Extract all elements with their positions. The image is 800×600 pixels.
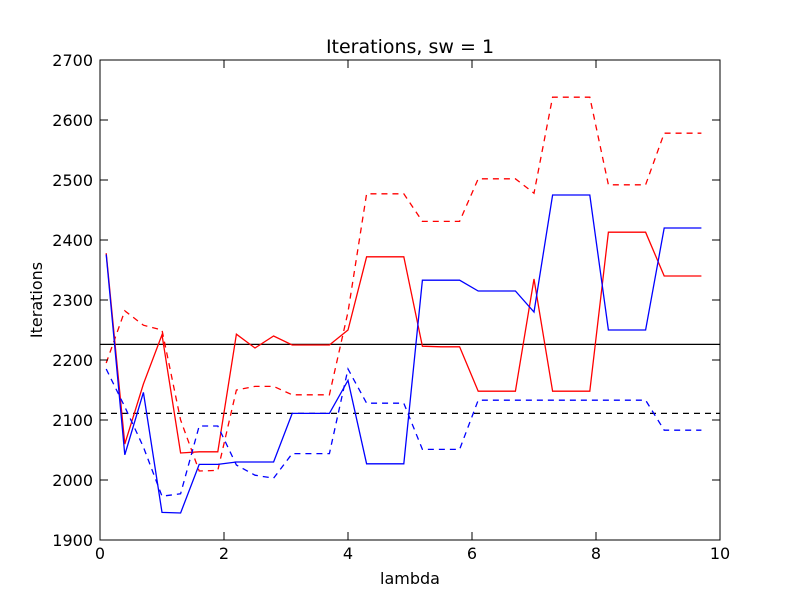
y-axis-label: Iterations — [27, 262, 46, 338]
x-tick-label: 6 — [467, 544, 477, 563]
x-tick-label: 2 — [219, 544, 229, 563]
x-tick-label: 0 — [95, 544, 105, 563]
chart-title: Iterations, sw = 1 — [326, 36, 494, 58]
y-tick-label: 2500 — [52, 171, 93, 190]
series-line-2 — [105, 96, 702, 472]
plot-frame — [99, 59, 721, 541]
series-line-3 — [105, 194, 702, 514]
y-tick-label: 2700 — [52, 51, 93, 70]
series-line-1 — [105, 231, 702, 454]
y-tick-label: 2200 — [52, 351, 93, 370]
x-tick-label: 4 — [343, 544, 353, 563]
x-tick-label: 8 — [591, 544, 601, 563]
y-tick-label: 2000 — [52, 471, 93, 490]
x-tick-label: 10 — [710, 544, 730, 563]
y-tick-label: 2300 — [52, 291, 93, 310]
y-tick-label: 2600 — [52, 111, 93, 130]
x-axis-label: lambda — [380, 569, 440, 588]
y-tick-label: 1900 — [52, 531, 93, 550]
plot-area: 0 2 4 6 8 10 1900 2000 2100 2200 2300 2400 2500 2600 2… — [52, 51, 730, 563]
y-tick-label: 2100 — [52, 411, 93, 430]
y-tick-label: 2400 — [52, 231, 93, 250]
series-line-4 — [105, 367, 702, 497]
